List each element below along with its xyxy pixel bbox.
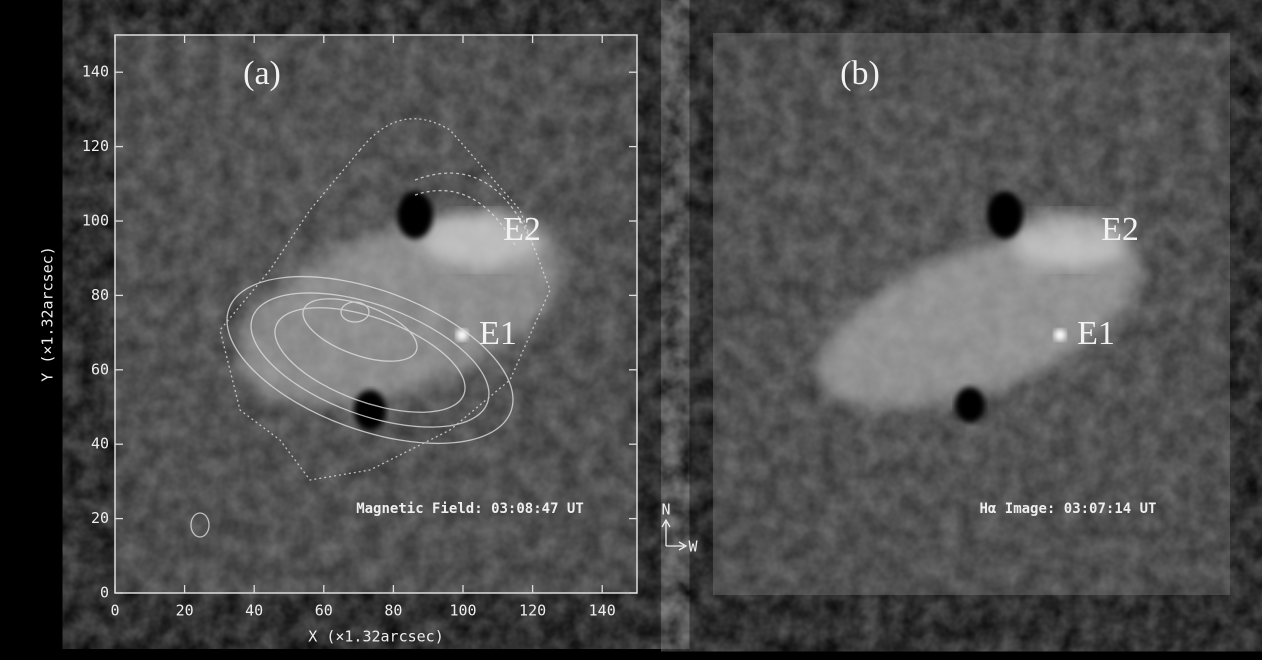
feature-label: E1	[1077, 315, 1115, 352]
y-tick-label: 120	[82, 137, 109, 155]
x-tick-label: 100	[449, 602, 476, 620]
x-tick-label: 20	[176, 602, 194, 620]
compass-north: N	[661, 501, 670, 519]
x-tick-label: 80	[384, 602, 402, 620]
x-axis-label: X (×1.32arcsec)	[308, 628, 443, 646]
feature-label: E2	[503, 211, 541, 248]
y-tick-label: 40	[91, 435, 109, 453]
y-tick-label: 80	[91, 286, 109, 304]
feature-label: E1	[479, 315, 517, 352]
x-tick-label: 0	[110, 602, 119, 620]
panel-caption: Hα Image: 03:07:14 UT	[979, 501, 1156, 517]
y-tick-label: 20	[91, 509, 109, 527]
feature-label: E2	[1101, 211, 1139, 248]
panel-label: (a)	[243, 55, 281, 92]
y-tick-label: 60	[91, 360, 109, 378]
y-tick-label: 100	[82, 212, 109, 230]
x-tick-label: 60	[315, 602, 333, 620]
panel-caption: Magnetic Field: 03:08:47 UT	[356, 501, 584, 517]
y-tick-label: 0	[100, 584, 109, 602]
panel-label: (b)	[840, 55, 880, 92]
figure: N W X (×1.32arcsec) Y (×1.32arcsec) 0 20 4…	[0, 0, 1262, 660]
y-axis-label: Y (×1.32arcsec)	[39, 246, 57, 381]
x-tick-label: 140	[589, 602, 616, 620]
x-tick-label: 120	[519, 602, 546, 620]
y-tick-label: 140	[82, 63, 109, 81]
x-tick-label: 40	[245, 602, 263, 620]
compass-west: W	[688, 538, 698, 556]
